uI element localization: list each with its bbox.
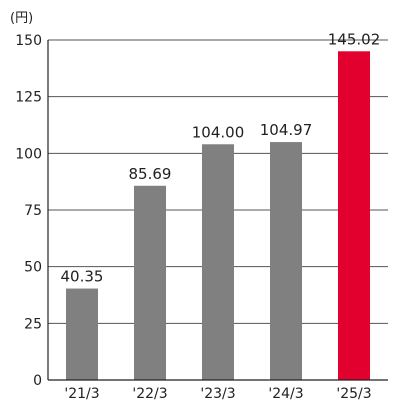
y-tick-label: 50	[24, 260, 42, 276]
x-tick-label: '23/3	[200, 386, 235, 400]
x-tick-label: '21/3	[64, 386, 99, 400]
y-tick-label: 150	[15, 33, 42, 49]
x-tick-label: '22/3	[132, 386, 167, 400]
data-labels: 40.35 85.69 104.00 104.97 145.02	[61, 30, 381, 285]
data-label: 85.69	[129, 165, 172, 183]
data-label: 145.02	[328, 30, 381, 48]
axes	[47, 40, 388, 381]
bar	[338, 51, 370, 381]
data-label: 40.35	[61, 268, 104, 286]
data-label: 104.97	[260, 121, 313, 139]
y-tick-label: 100	[15, 146, 42, 162]
bar	[202, 144, 234, 380]
data-label: 104.00	[192, 123, 245, 141]
x-axis-ticks: '21/3 '22/3 '23/3 '24/3 '25/3	[64, 386, 371, 400]
x-tick-label: '24/3	[268, 386, 303, 400]
y-tick-label: 0	[33, 373, 42, 389]
y-tick-label: 75	[24, 203, 42, 219]
y-tick-label: 125	[15, 90, 42, 106]
y-axis-unit-label: (円)	[10, 11, 33, 26]
bar	[134, 185, 166, 380]
bars	[66, 51, 370, 381]
y-axis-ticks: 0 25 50 75 100 125 150	[15, 33, 42, 389]
y-tick-label: 25	[24, 316, 42, 332]
x-tick-label: '25/3	[336, 386, 371, 400]
bar	[270, 142, 302, 380]
bar	[66, 288, 98, 380]
